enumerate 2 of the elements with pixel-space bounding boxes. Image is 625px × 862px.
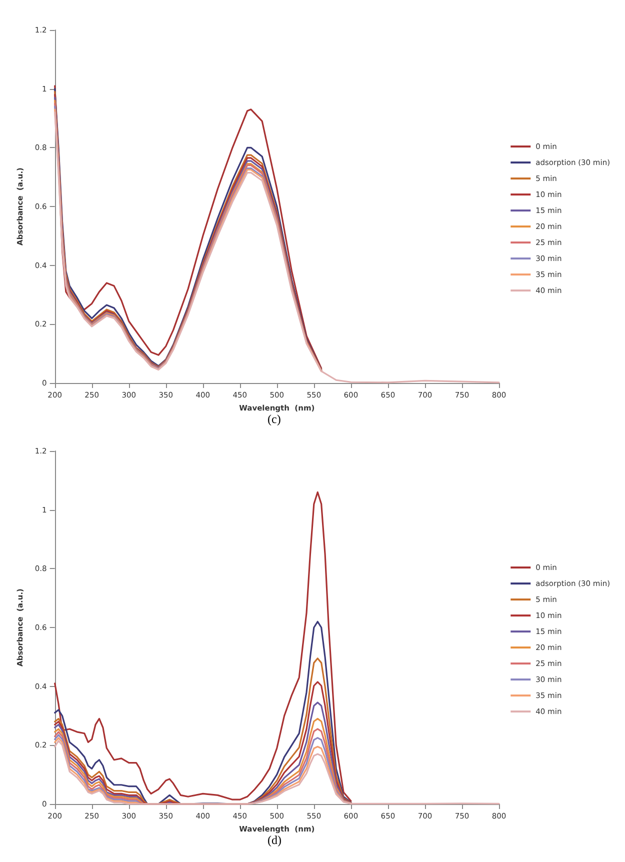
text: (d) [268,833,282,847]
text: (c) [268,412,281,426]
